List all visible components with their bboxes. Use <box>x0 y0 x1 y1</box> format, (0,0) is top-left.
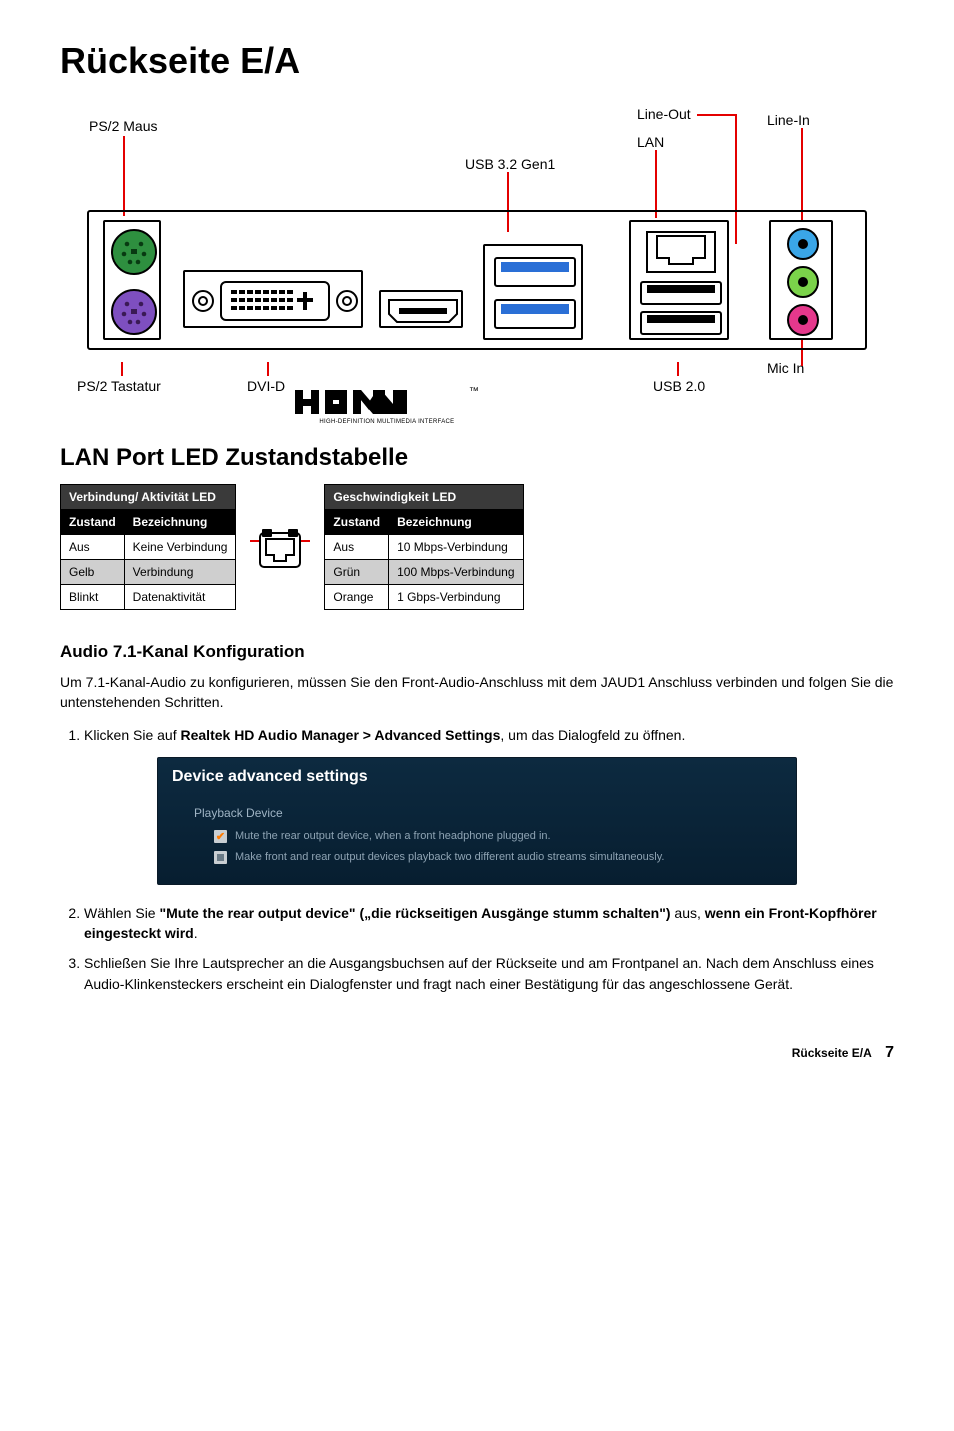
lan-tables: Verbindung/ Aktivität LED ZustandBezeich… <box>60 484 894 610</box>
checkbox-unchecked-icon[interactable] <box>214 851 227 864</box>
hdmi-logo: ™ HIGH-DEFINITION MULTIMEDIA INTERFACE <box>295 386 479 425</box>
label-lan: LAN <box>637 134 664 150</box>
label-dvi-d: DVI-D <box>247 378 285 394</box>
page-title: Rückseite E/A <box>60 40 894 82</box>
lan-heading: LAN Port LED Zustandstabelle <box>60 444 894 472</box>
lan-port-icon <box>250 519 310 575</box>
step-3: Schließen Sie Ihre Lautsprecher an die A… <box>84 953 894 994</box>
device-advanced-settings-dialog: Device advanced settings Playback Device… <box>157 757 797 885</box>
audio-intro: Um 7.1-Kanal-Audio zu konfigurieren, müs… <box>60 672 894 713</box>
table-link-activity: Verbindung/ Aktivität LED ZustandBezeich… <box>60 484 236 610</box>
dialog-section-label: Playback Device <box>158 806 796 826</box>
label-line-out: Line-Out <box>637 106 691 122</box>
label-line-in: Line-In <box>767 112 810 128</box>
step-2: Wählen Sie "Mute the rear output device"… <box>84 903 894 944</box>
audio-heading: Audio 7.1-Kanal Konfiguration <box>60 642 894 662</box>
rear-io-diagram: PS/2 Maus USB 3.2 Gen1 Line-Out Line-In … <box>77 106 877 416</box>
page-footer: Rückseite E/A 7 <box>60 1044 894 1062</box>
label-usb32: USB 3.2 Gen1 <box>465 156 555 172</box>
dialog-title: Device advanced settings <box>158 758 796 806</box>
label-usb20: USB 2.0 <box>653 378 705 394</box>
step-1: Klicken Sie auf Realtek HD Audio Manager… <box>84 725 894 745</box>
label-ps2-mouse: PS/2 Maus <box>89 118 157 134</box>
audio-steps-cont: Wählen Sie "Mute the rear output device"… <box>60 903 894 994</box>
table-speed: Geschwindigkeit LED ZustandBezeichnung A… <box>324 484 523 610</box>
io-backplate <box>87 210 867 350</box>
audio-steps: Klicken Sie auf Realtek HD Audio Manager… <box>60 725 894 745</box>
dialog-option-two-streams[interactable]: Make front and rear output devices playb… <box>158 847 796 868</box>
checkbox-checked-icon[interactable] <box>214 830 227 843</box>
label-ps2-kbd: PS/2 Tastatur <box>77 378 161 394</box>
label-mic-in: Mic In <box>767 360 804 376</box>
dialog-option-mute[interactable]: Mute the rear output device, when a fron… <box>158 826 796 847</box>
